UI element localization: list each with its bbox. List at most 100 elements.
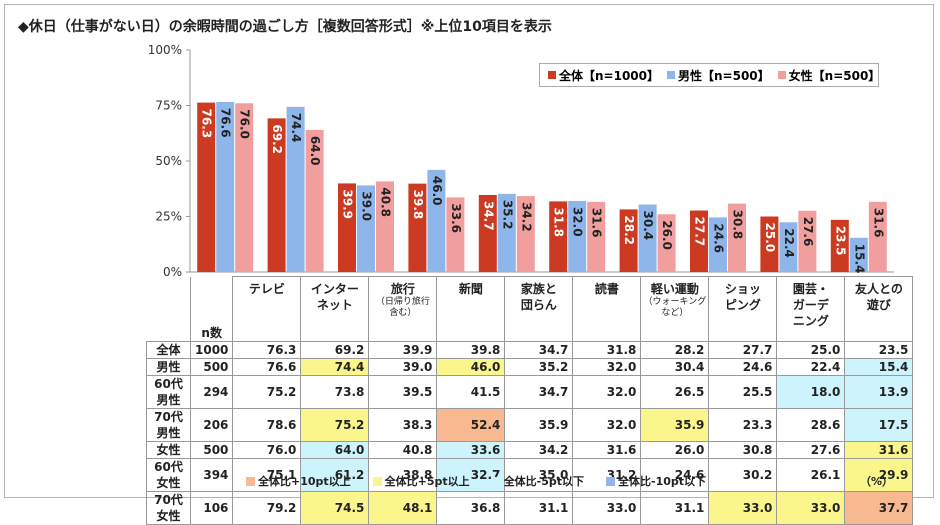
table-cell: 26.0 xyxy=(640,441,710,459)
table-cell: 31.8 xyxy=(572,341,642,359)
bar-value-label: 23.5 xyxy=(833,226,847,256)
table-cell: 31.1 xyxy=(640,491,710,525)
table-cell: 38.8 xyxy=(368,458,438,492)
bar-value-label: 46.0 xyxy=(430,176,444,206)
table-cell: 37.7 xyxy=(844,491,914,525)
bar-value-label: 39.9 xyxy=(341,189,355,219)
bar-value-label: 31.8 xyxy=(552,207,566,237)
bar-value-label: 69.2 xyxy=(270,124,284,154)
row-n: 1000 xyxy=(189,341,234,359)
bar-value-label: 76.0 xyxy=(238,109,252,139)
swatch-up5 xyxy=(372,476,382,486)
table-row: 70代女性 106 79.2 74.5 48.1 36.8 31.1 33.0 31.1 33.0… xyxy=(146,491,914,525)
bar-value-label: 34.2 xyxy=(519,202,533,232)
table-cell: 13.9 xyxy=(844,375,914,409)
bar xyxy=(587,201,606,272)
category-header: 旅行 （日帰り旅行 含む） xyxy=(368,276,438,342)
bar-chart: 0% 25% 50% 75% 100% 76.3 76.6 76.0 69.2 74.4 64.0… xyxy=(148,43,894,279)
table-cell: 15.4 xyxy=(844,358,914,376)
bar-value-label: 30.8 xyxy=(731,210,745,240)
table-cell: 69.2 xyxy=(300,341,370,359)
category-header: 新聞 xyxy=(436,276,506,342)
bar-value-label: 35.2 xyxy=(500,200,514,230)
bar xyxy=(376,181,394,272)
highlight-legend-down10: 全体比-10pt以下 xyxy=(606,473,706,489)
bar-value-label: 39.8 xyxy=(411,190,425,220)
bar xyxy=(357,185,375,272)
table-cell: 35.9 xyxy=(640,408,710,442)
bar-value-label: 40.8 xyxy=(379,187,393,217)
y-tick-label: 100% xyxy=(148,43,182,57)
category-note: （ウォーキング など） xyxy=(643,297,707,318)
table-row: 全体 1000 76.3 69.2 39.9 39.8 34.7 31.8 28.2 27.7 25… xyxy=(146,341,914,359)
bar-value-label: 76.6 xyxy=(219,108,233,138)
bar xyxy=(305,129,324,272)
row-label: 70代男性 xyxy=(146,408,191,442)
table-cell: 33.0 xyxy=(572,491,642,525)
table-cell: 30.4 xyxy=(640,358,710,376)
bar-value-label: 30.4 xyxy=(641,211,655,241)
table-cell: 23.3 xyxy=(708,408,778,442)
table-cell: 39.9 xyxy=(368,341,438,359)
bar xyxy=(849,237,868,272)
table-cell: 30.8 xyxy=(708,441,778,459)
row-n: 106 xyxy=(189,491,234,525)
table-cell: 39.8 xyxy=(436,341,506,359)
bar-value-label: 27.7 xyxy=(693,217,707,247)
bar xyxy=(868,201,887,272)
table-cell: 33.0 xyxy=(708,491,778,525)
category-name: 家族と 団らん xyxy=(520,282,557,312)
table-cell: 18.0 xyxy=(776,375,846,409)
table-cell: 22.4 xyxy=(776,358,846,376)
bar xyxy=(760,216,779,272)
category-header: 読書 xyxy=(572,276,642,342)
row-n: 500 xyxy=(189,441,234,459)
table-cell: 25.5 xyxy=(708,375,778,409)
category-name: 旅行 xyxy=(390,282,415,296)
n-header: n数 xyxy=(190,276,234,342)
table-cell: 48.1 xyxy=(368,491,438,525)
table-cell: 39.0 xyxy=(368,358,438,376)
bar-value-label: 64.0 xyxy=(308,136,322,166)
table-row: 60代男性 294 75.2 73.8 39.5 41.5 34.7 32.0 26.5 25.5… xyxy=(146,375,914,409)
highlight-label-up5: 全体比+5pt以上 xyxy=(384,475,470,488)
bar-value-label: 25.0 xyxy=(763,223,777,253)
bar xyxy=(408,183,427,272)
bar xyxy=(235,103,254,272)
table-cell: 34.7 xyxy=(504,341,574,359)
bar xyxy=(709,217,727,272)
table-cell: 39.5 xyxy=(368,375,438,409)
category-header: ショッ ピング xyxy=(708,276,778,342)
table-cell: 38.3 xyxy=(368,408,438,442)
row-label: 60代男性 xyxy=(146,375,191,409)
table-cell: 24.6 xyxy=(640,458,710,492)
table-cell: 75.2 xyxy=(232,375,302,409)
category-header: 友人との 遊び xyxy=(844,276,914,342)
table-cell: 25.0 xyxy=(776,341,846,359)
row-n: 500 xyxy=(189,358,234,376)
row-n: 294 xyxy=(189,375,234,409)
table-cell: 74.5 xyxy=(300,491,370,525)
bar xyxy=(619,209,638,272)
table-cell: 28.6 xyxy=(776,408,846,442)
category-header: 家族と 団らん xyxy=(504,276,574,342)
bar xyxy=(497,193,516,272)
table-row: 男性 500 76.6 74.4 39.0 46.0 35.2 32.0 30.4 24.6 22.… xyxy=(146,358,914,376)
table-cell: 46.0 xyxy=(436,358,506,376)
table-cell: 35.2 xyxy=(504,358,574,376)
table-cell: 30.2 xyxy=(708,458,778,492)
bar xyxy=(549,201,568,272)
table-cell: 24.6 xyxy=(708,358,778,376)
legend-item-female: 女性【n=500】 xyxy=(777,67,880,84)
highlight-legend-down5: 全体比-5pt以下 xyxy=(491,473,584,489)
category-name: インター ネット xyxy=(310,282,359,312)
table-row: 60代女性 394 75.1 61.2 38.8 32.7 35.0 31.2 24.6 30.2… xyxy=(146,458,914,492)
bar xyxy=(690,210,708,272)
table-cell: 74.4 xyxy=(300,358,370,376)
table-cell: 75.2 xyxy=(300,408,370,442)
table-cell: 17.5 xyxy=(844,408,914,442)
y-tick-label: 50% xyxy=(155,154,182,168)
highlight-label-down10: 全体比-10pt以下 xyxy=(618,475,707,488)
bar xyxy=(568,200,587,272)
legend-swatch-female xyxy=(777,71,786,79)
